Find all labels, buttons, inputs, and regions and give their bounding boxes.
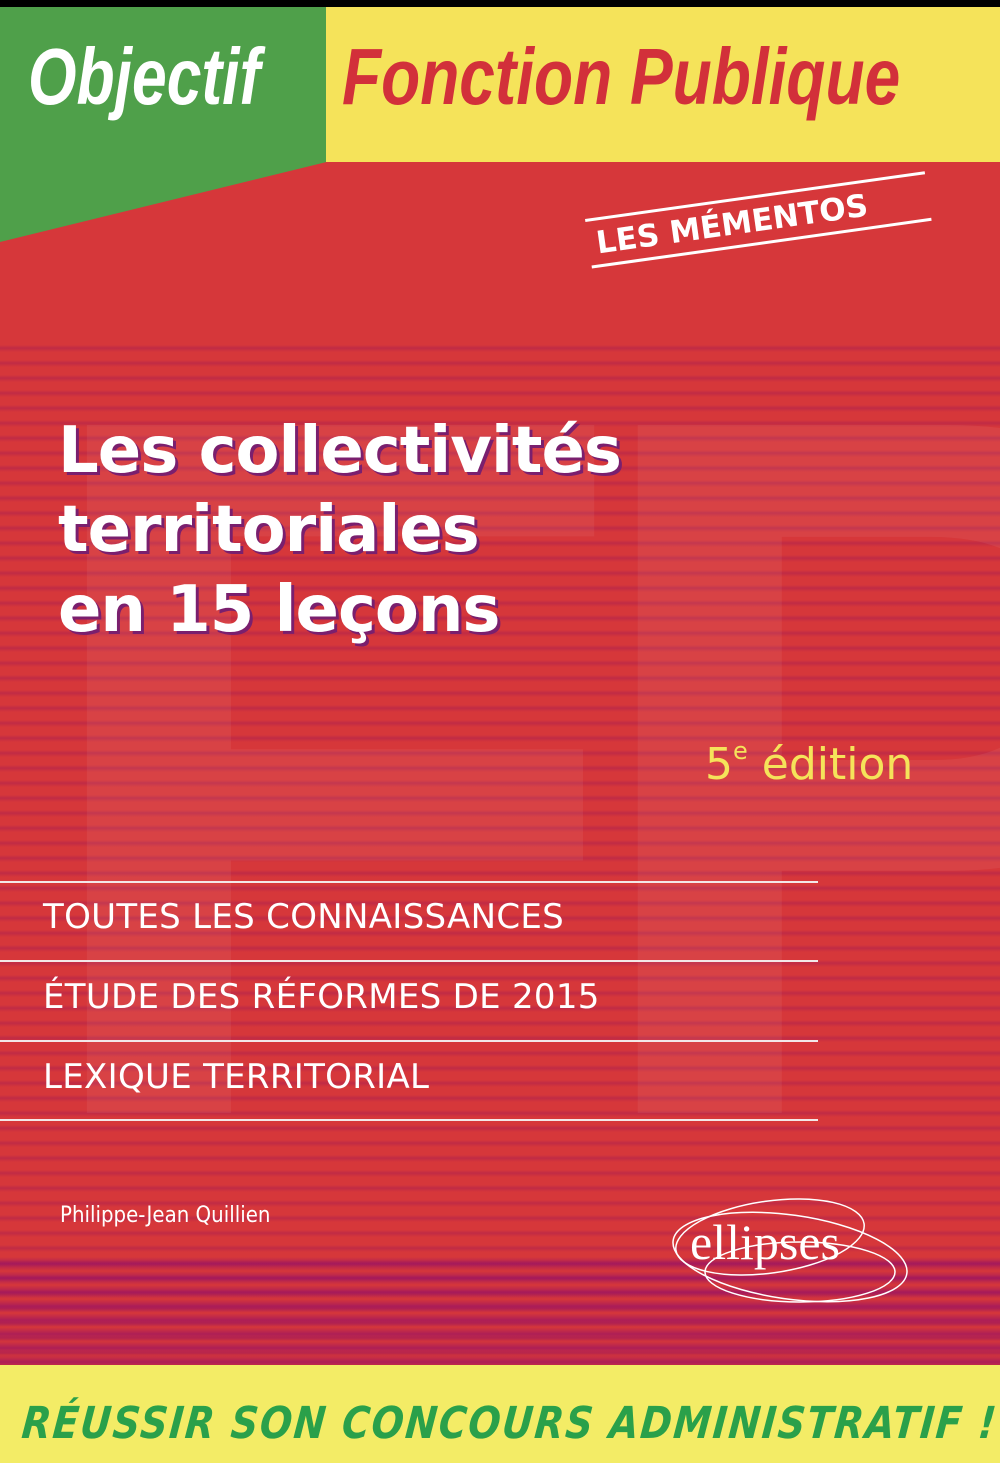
publisher-name: ellipses: [690, 1214, 840, 1270]
edition-suffix: e: [733, 737, 748, 765]
stripe-pattern-dark: [0, 1257, 1000, 1372]
edition: 5e édition: [705, 739, 913, 787]
feature-item: ÉTUDE DES RÉFORMES DE 2015: [43, 977, 600, 1017]
series-name: Fonction Publique: [342, 32, 901, 121]
header-yellow-band: [326, 7, 1000, 162]
series-prefix: Objectif: [28, 32, 261, 121]
divider: [0, 1119, 818, 1121]
book-cover: FP Objectif Fonction Publique LES MÉMENT…: [0, 7, 1000, 1463]
divider: [0, 1040, 818, 1042]
edition-label: édition: [761, 739, 914, 790]
ellipses-logo-icon: [672, 1198, 908, 1303]
background-fp-watermark: FP: [20, 208, 1000, 1325]
publisher-logo: ellipses: [650, 1197, 915, 1307]
footer-yellow-band: [0, 1365, 1000, 1463]
title-line: Les collectivités: [58, 414, 622, 488]
feature-item: TOUTES LES CONNAISSANCES: [43, 897, 565, 937]
book-title: Les collectivités territoriales en 15 le…: [58, 412, 622, 650]
stripe-pattern: [0, 337, 1000, 1377]
feature-item: LEXIQUE TERRITORIAL: [43, 1057, 430, 1097]
divider: [0, 960, 818, 962]
edition-number: 5: [705, 739, 733, 790]
author: Philippe-Jean Quillien: [60, 1203, 271, 1228]
title-line: territoriales: [58, 493, 480, 568]
divider: [0, 881, 818, 883]
slogan: RÉUSSIR SON CONCOURS ADMINISTRATIF !: [19, 1398, 1000, 1449]
title-line: en 15 leçons: [58, 572, 500, 647]
